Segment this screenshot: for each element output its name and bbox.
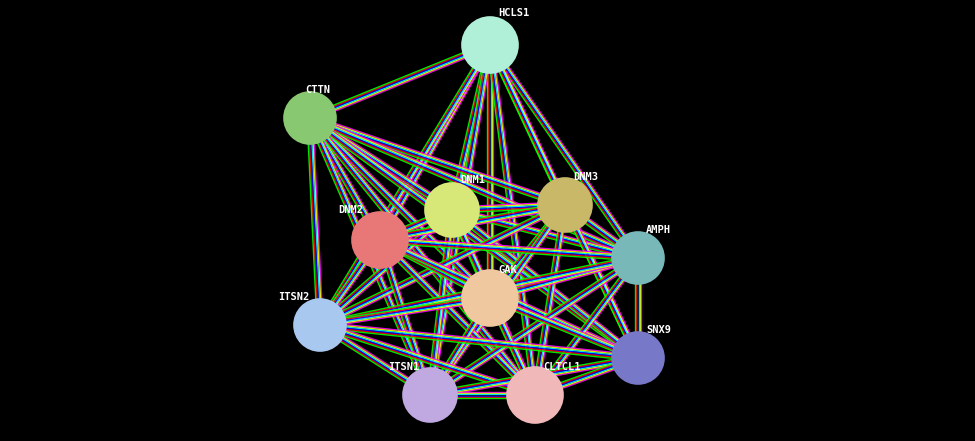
Text: AMPH: AMPH <box>646 225 671 235</box>
Circle shape <box>284 92 336 144</box>
Text: DNM2: DNM2 <box>338 205 363 215</box>
Circle shape <box>352 212 408 268</box>
Text: ITSN2: ITSN2 <box>278 292 309 302</box>
Circle shape <box>294 299 346 351</box>
Text: ITSN1: ITSN1 <box>388 362 419 372</box>
Circle shape <box>462 270 518 326</box>
Circle shape <box>462 17 518 73</box>
Circle shape <box>507 367 563 423</box>
Text: GAK: GAK <box>498 265 517 275</box>
Text: HCLS1: HCLS1 <box>498 8 529 18</box>
Text: CTTN: CTTN <box>305 85 330 95</box>
Circle shape <box>538 178 592 232</box>
Text: CLTCL1: CLTCL1 <box>543 362 580 372</box>
Text: SNX9: SNX9 <box>646 325 671 335</box>
Circle shape <box>403 368 457 422</box>
Circle shape <box>425 183 479 237</box>
Text: DNM1: DNM1 <box>460 175 485 185</box>
Circle shape <box>612 332 664 384</box>
Text: DNM3: DNM3 <box>573 172 598 182</box>
Circle shape <box>612 232 664 284</box>
